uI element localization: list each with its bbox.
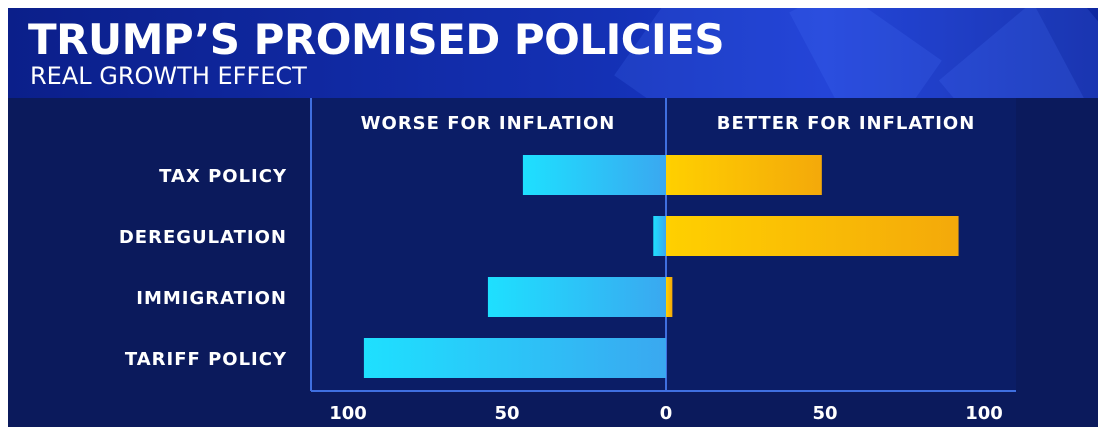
category-label-tax-policy: TAX POLICY bbox=[159, 166, 287, 187]
bar-worse-immigration bbox=[487, 277, 666, 317]
x-tick-label: 100 bbox=[329, 403, 367, 424]
bar-better-deregulation bbox=[666, 216, 959, 256]
header-banner: TRUMP’S PROMISED POLICIES REAL GROWTH EF… bbox=[8, 8, 1098, 98]
x-tick-label: 50 bbox=[494, 403, 519, 424]
diverging-bar-chart: WORSE FOR INFLATION BETTER FOR INFLATION… bbox=[119, 98, 1016, 424]
x-tick-labels: 100 50 0 50 100 bbox=[329, 403, 1003, 424]
x-tick-label: 100 bbox=[965, 403, 1003, 424]
chart-subtitle: REAL GROWTH EFFECT bbox=[30, 62, 307, 90]
x-tick-label: 50 bbox=[812, 403, 837, 424]
x-tick-label: 0 bbox=[660, 403, 673, 424]
worse-for-inflation-label: WORSE FOR INFLATION bbox=[361, 113, 616, 134]
bar-better-immigration bbox=[666, 277, 673, 317]
bar-better-tax-policy bbox=[666, 155, 822, 195]
category-label-immigration: IMMIGRATION bbox=[136, 288, 287, 309]
bars-layer bbox=[363, 155, 959, 378]
chart-title: TRUMP’S PROMISED POLICIES bbox=[28, 15, 725, 64]
better-for-inflation-label: BETTER FOR INFLATION bbox=[717, 113, 976, 134]
bar-worse-deregulation bbox=[653, 216, 666, 256]
category-labels: TAX POLICY DEREGULATION IMMIGRATION TARIFF … bbox=[119, 166, 287, 370]
category-label-deregulation: DEREGULATION bbox=[119, 227, 287, 248]
chart-frame: TRUMP’S PROMISED POLICIES REAL GROWTH EF… bbox=[8, 8, 1098, 427]
category-label-tariff-policy: TARIFF POLICY bbox=[125, 349, 287, 370]
bar-worse-tax-policy bbox=[522, 155, 666, 195]
bar-worse-tariff-policy bbox=[363, 338, 666, 378]
